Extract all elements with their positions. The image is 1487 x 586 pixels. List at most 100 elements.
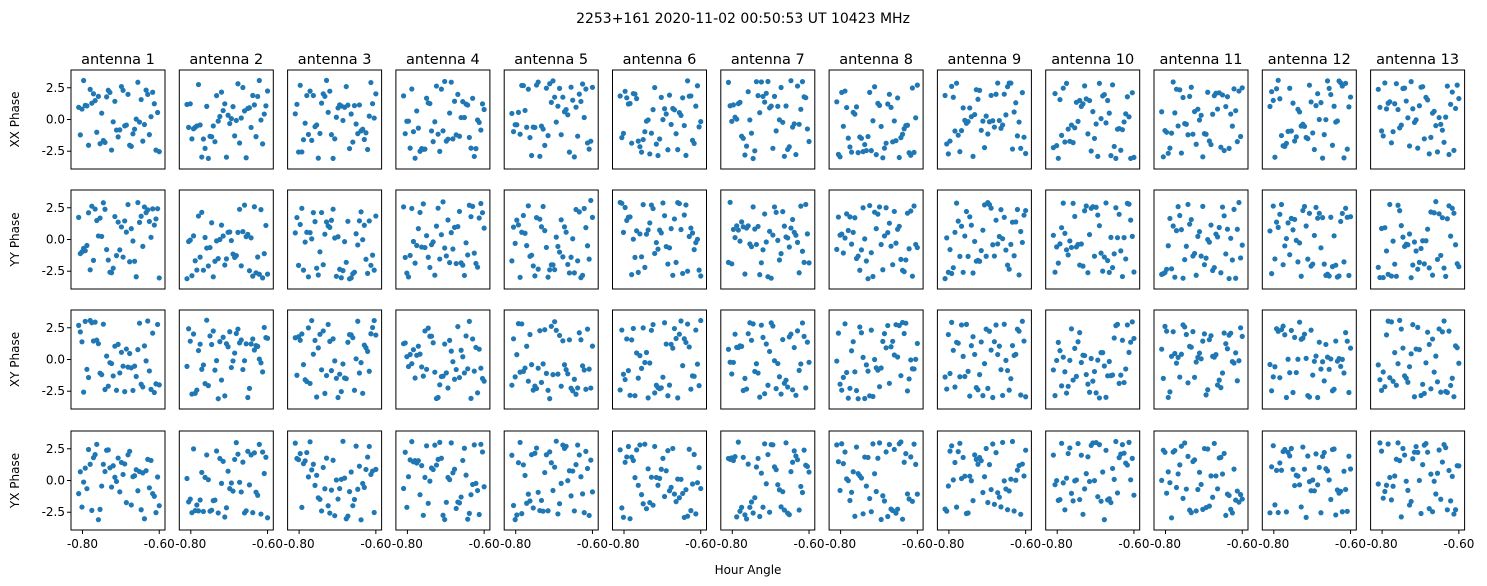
scatter-point (965, 368, 971, 374)
scatter-point (750, 155, 756, 162)
scatter-point (842, 321, 848, 327)
scatter-point (328, 487, 335, 493)
scatter-point (799, 79, 806, 85)
scatter-point (1429, 509, 1436, 515)
scatter-point (565, 371, 571, 377)
scatter-point (578, 98, 584, 105)
scatter-point (661, 320, 668, 326)
scatter-point (529, 252, 535, 258)
scatter-point (691, 247, 697, 253)
scatter-point (478, 127, 484, 133)
scatter-point (1113, 438, 1119, 445)
scatter-point (1410, 106, 1416, 112)
scatter-point (663, 468, 669, 474)
scatter-point (1452, 507, 1459, 513)
scatter-point (110, 265, 116, 271)
scatter-point (635, 269, 641, 276)
scatter-point (430, 139, 436, 145)
scatter-point (250, 336, 256, 342)
panel-frame (612, 309, 707, 410)
scatter-point (942, 374, 948, 380)
scatter-point (845, 227, 851, 234)
scatter-point (977, 258, 983, 264)
scatter-point (1200, 154, 1206, 160)
scatter-point (250, 510, 256, 516)
scatter-point (1198, 481, 1204, 488)
x-tick-label: -0.80 (67, 537, 98, 551)
scatter-point (1382, 384, 1388, 390)
scatter-point (476, 119, 482, 126)
scatter-point (123, 229, 129, 235)
scatter-point (945, 331, 951, 338)
scatter-point (771, 204, 778, 210)
scatter-point (1126, 439, 1132, 445)
scatter-point (975, 96, 981, 102)
panel-frame (395, 309, 491, 410)
scatter-point (1023, 207, 1029, 214)
scatter-point (138, 507, 144, 513)
scatter-point (804, 339, 811, 345)
scatter-point (643, 506, 650, 512)
scatter-point (1085, 270, 1091, 276)
scatter-point (1124, 322, 1130, 328)
scatter-point (683, 339, 689, 346)
scatter-point (1123, 256, 1129, 262)
scatter-point (533, 385, 540, 392)
scatter-point (150, 89, 156, 95)
scatter-point (1011, 508, 1017, 514)
scatter-point (742, 152, 748, 158)
scatter-point (1446, 328, 1452, 334)
scatter-point (400, 93, 407, 99)
scatter-point (187, 237, 193, 243)
scatter-point (236, 479, 243, 485)
scatter-point (1290, 100, 1296, 106)
scatter-point (323, 219, 330, 225)
scatter-point (688, 386, 694, 392)
scatter-point (693, 511, 699, 517)
scatter-point (517, 131, 523, 137)
scatter-point (299, 504, 305, 510)
scatter-point (295, 457, 302, 463)
scatter-point (1410, 456, 1416, 462)
scatter-point (666, 382, 673, 388)
scatter-point (753, 464, 760, 470)
scatter-point (638, 149, 645, 155)
scatter-point (560, 94, 566, 100)
scatter-point (898, 256, 904, 262)
scatter-point (1269, 271, 1275, 277)
scatter-point (560, 254, 566, 260)
scatter-point (410, 347, 417, 353)
scatter-point (156, 275, 162, 281)
scatter-point (97, 215, 103, 221)
scatter-point (880, 338, 886, 345)
scatter-point (998, 207, 1004, 213)
scatter-point (1341, 155, 1347, 161)
scatter-point (445, 385, 451, 391)
scatter-point (455, 91, 461, 97)
scatter-point (765, 78, 771, 85)
scatter-point (317, 130, 323, 137)
scatter-point (1170, 79, 1176, 85)
scatter-point (532, 124, 538, 131)
scatter-point (468, 395, 474, 401)
scatter-point (117, 489, 123, 495)
scatter-point (318, 100, 325, 106)
scatter-point (881, 331, 888, 337)
scatter-point (867, 202, 873, 209)
scatter-point (537, 216, 543, 222)
scatter-point (1214, 486, 1221, 492)
scatter-point (1008, 476, 1014, 482)
scatter-point (686, 233, 692, 240)
scatter-point (790, 387, 796, 393)
scatter-point (658, 385, 664, 391)
scatter-point (1023, 447, 1029, 453)
scatter-point (958, 223, 965, 229)
scatter-point (786, 144, 792, 150)
scatter-point (1172, 447, 1178, 454)
scatter-point (417, 351, 423, 357)
scatter-point (1121, 235, 1127, 241)
scatter-point (1434, 256, 1441, 263)
scatter-point (1178, 150, 1185, 156)
scatter-point (785, 384, 791, 390)
scatter-point (1080, 263, 1086, 269)
